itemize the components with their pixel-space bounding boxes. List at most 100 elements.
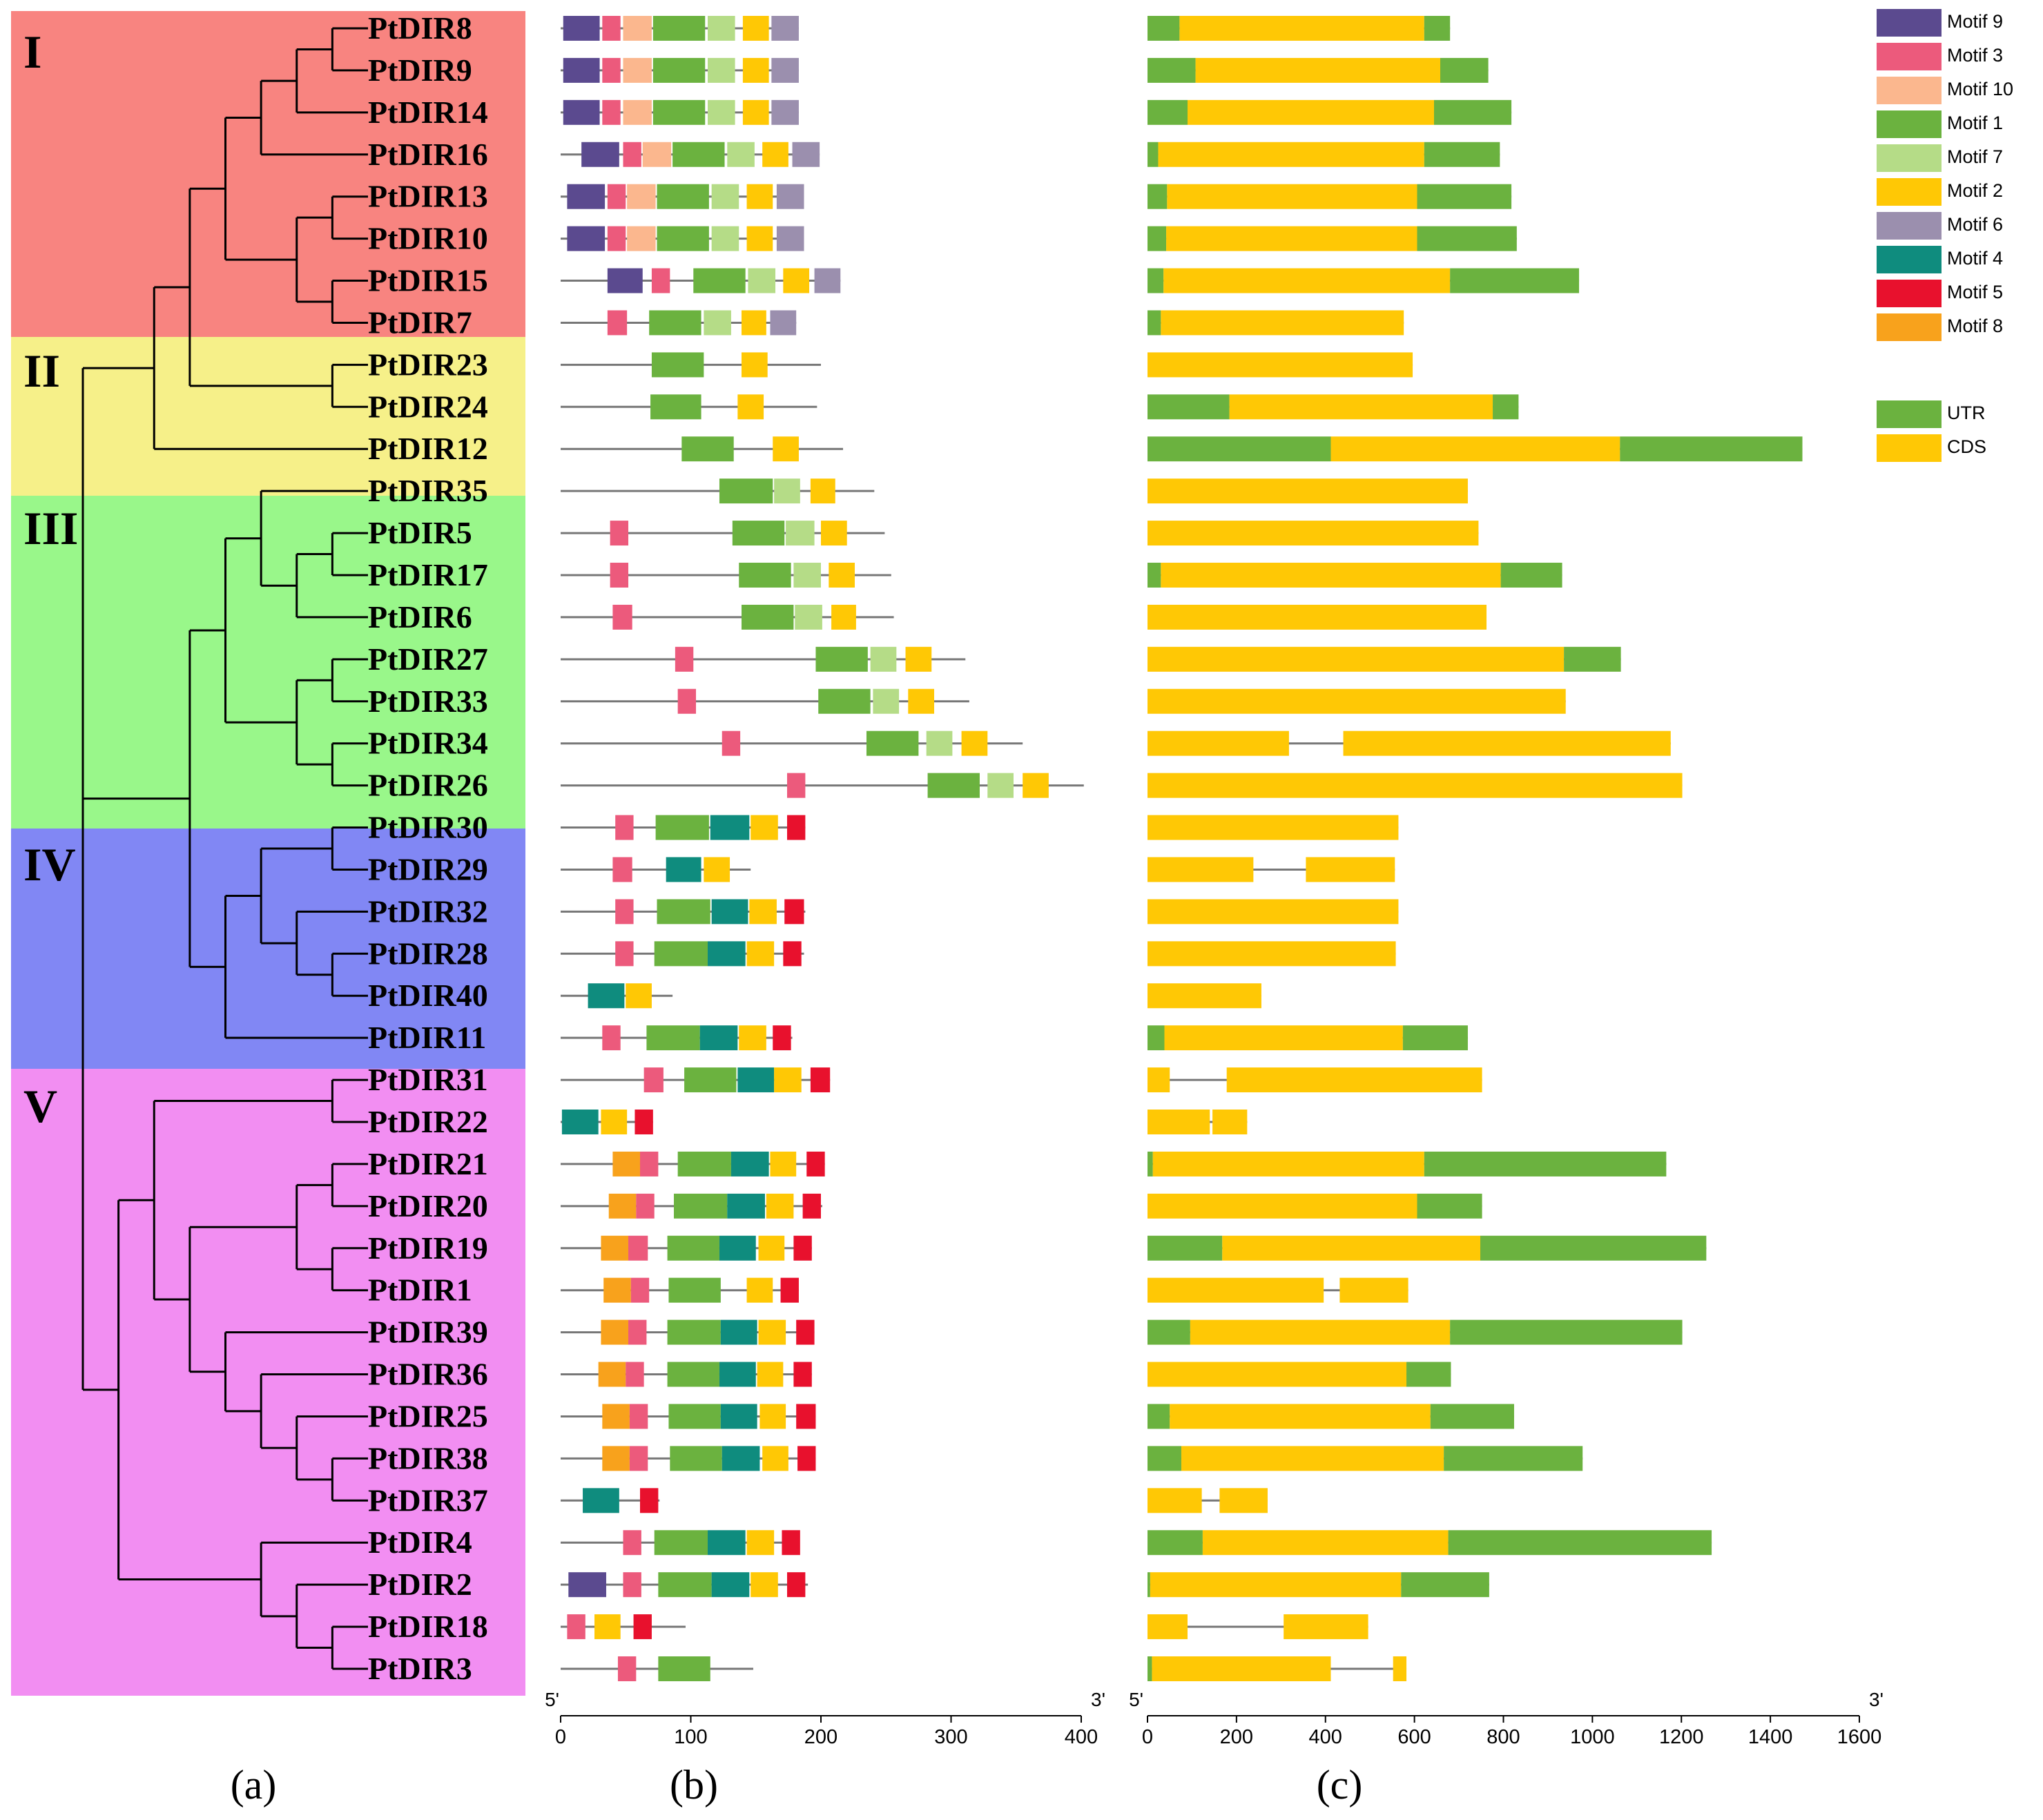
clade-label-V: V [23, 1080, 57, 1132]
cds-segment [1148, 730, 1289, 756]
motif-panel: 0 100 200 300 400 5' 3' [545, 16, 1105, 1748]
legend-label-motif: Motif 1 [1947, 113, 2003, 133]
motif-1-box [654, 1530, 708, 1556]
motif-6-box [770, 310, 797, 336]
structure-tick-label: 200 [1220, 1726, 1253, 1748]
utr-segment [1401, 1572, 1489, 1598]
motif-3-box [617, 1656, 637, 1681]
motif-3-box [675, 646, 694, 672]
gene-label: PtDIR6 [368, 599, 472, 635]
motif-3-box [629, 1446, 648, 1471]
legend-swatch-motif [1877, 9, 1942, 37]
cds-segment [1187, 99, 1434, 125]
utr-segment [1148, 1151, 1153, 1177]
gene-label: PtDIR26 [368, 768, 488, 803]
gene-label: PtDIR38 [368, 1440, 488, 1475]
gene-label: PtDIR7 [368, 304, 472, 340]
legend-label-motif: Motif 9 [1947, 11, 2003, 32]
motif-8-box [601, 1319, 629, 1345]
motif-5-box [802, 1193, 821, 1219]
motif-1-box [742, 604, 794, 630]
motif-3-box [639, 1151, 659, 1177]
motif-10-box [627, 184, 656, 209]
structure-tick-label: 1600 [1837, 1726, 1882, 1748]
motif-2-box [746, 184, 773, 209]
cds-segment [1148, 1488, 1202, 1513]
cds-segment [1148, 1277, 1324, 1303]
legend-label-structure: CDS [1947, 436, 1986, 457]
utr-segment [1480, 1235, 1707, 1261]
cds-segment [1148, 1362, 1407, 1387]
motif-3-box [643, 1067, 664, 1093]
motif-2-box [905, 646, 932, 672]
motif-2-box [746, 1277, 773, 1303]
motif-10-box [623, 16, 652, 41]
motif-2-box [751, 815, 778, 840]
motif-6-box [771, 16, 799, 41]
cds-segment [1148, 1193, 1417, 1219]
utr-segment [1500, 563, 1562, 588]
cds-segment [1148, 1614, 1188, 1640]
motif-1-box [652, 57, 706, 83]
utr-segment [1148, 184, 1168, 209]
cds-segment [1148, 478, 1468, 504]
motif-3-box [610, 563, 629, 588]
cds-segment [1148, 1067, 1170, 1093]
gene-label: PtDIR12 [368, 431, 488, 466]
motif-4-box [730, 1151, 769, 1177]
motif-1-box [651, 352, 704, 378]
gene-label: PtDIR20 [368, 1188, 488, 1223]
motif-7-box [795, 604, 822, 630]
clade-background-III [11, 496, 525, 829]
legend-swatch-motif [1877, 246, 1942, 273]
motif-5-box [810, 1067, 831, 1093]
cds-segment [1150, 1572, 1402, 1598]
utr-segment [1148, 57, 1196, 83]
motif-3-box [567, 1614, 585, 1640]
legend-swatch-motif [1877, 144, 1942, 172]
gene-label: PtDIR18 [368, 1609, 488, 1644]
motif-tick-label: 300 [934, 1726, 967, 1748]
motif-2-box [908, 688, 934, 714]
motif-2-box [742, 352, 768, 378]
motif-7-box [793, 563, 821, 588]
motif-5-box [782, 1530, 800, 1556]
motif-1-box [927, 773, 980, 798]
cds-segment [1148, 815, 1399, 840]
gene-label: PtDIR2 [368, 1567, 472, 1602]
cds-segment [1306, 857, 1395, 882]
panel-labels: (a) (b) (c) [231, 1762, 1363, 1808]
motif-2-box [762, 142, 788, 167]
cds-segment [1330, 436, 1620, 462]
motif-3-box [602, 57, 621, 83]
motif-8-box [608, 1193, 637, 1219]
motif-2-box [774, 1067, 802, 1093]
utr-segment [1433, 99, 1512, 125]
gene-label: PtDIR32 [368, 893, 488, 929]
motif-8-box [598, 1362, 626, 1387]
cds-segment [1179, 16, 1424, 41]
gene-label: PtDIR27 [368, 641, 488, 677]
cds-segment [1148, 773, 1683, 798]
utr-segment [1424, 142, 1500, 167]
cds-segment [1219, 1488, 1268, 1513]
motif-2-box [766, 1193, 794, 1219]
cds-segment [1148, 646, 1565, 672]
motif-4-box [583, 1488, 619, 1513]
motif-1-box [649, 310, 701, 336]
motif-4-box [710, 815, 750, 840]
utr-segment [1564, 646, 1621, 672]
cds-segment [1284, 1614, 1368, 1640]
gene-label: PtDIR14 [368, 95, 488, 130]
gene-label: PtDIR33 [368, 684, 488, 719]
motif-9-box [567, 226, 606, 251]
motif-4-box [737, 1067, 775, 1093]
motif-5-box [796, 1319, 815, 1345]
panel-label: (a) [231, 1762, 277, 1808]
utr-segment [1148, 1530, 1203, 1556]
clade-label-III: III [23, 502, 78, 554]
gene-label: PtDIR17 [368, 557, 488, 592]
legend-label-motif: Motif 3 [1947, 45, 2003, 66]
motif-2-box [601, 1110, 628, 1134]
motif-10-box [623, 99, 652, 125]
